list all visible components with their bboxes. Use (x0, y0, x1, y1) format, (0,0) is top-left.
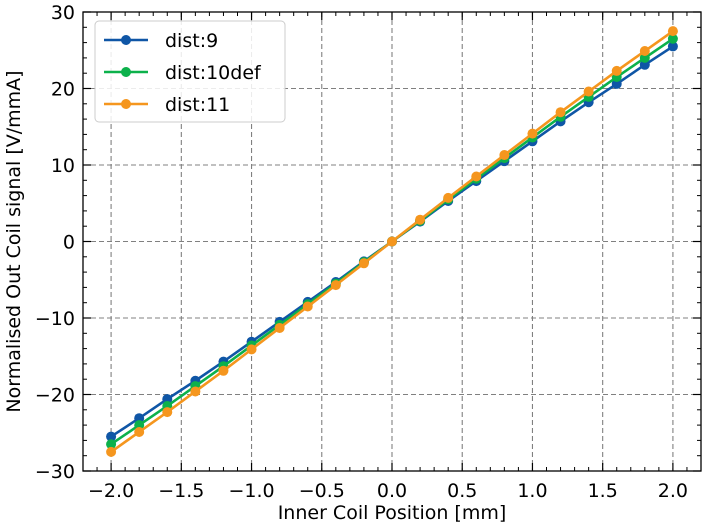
x-tick-label: 2.0 (658, 480, 688, 502)
x-tick-label: −1.0 (228, 480, 274, 502)
data-point (330, 280, 341, 291)
x-tick-label: 0.5 (447, 480, 477, 502)
legend: dist:9 dist:10def dist:11 (94, 20, 286, 123)
x-tick-label: −2.0 (88, 480, 134, 502)
legend-marker (121, 99, 131, 109)
data-point (639, 46, 650, 57)
data-point (134, 426, 145, 437)
data-point (611, 78, 622, 89)
data-point (667, 33, 678, 44)
data-point (106, 439, 117, 450)
x-tick-label: 1.5 (588, 480, 618, 502)
data-point (134, 420, 145, 431)
data-point (639, 59, 650, 70)
y-tick-label: 20 (51, 79, 75, 101)
data-point (302, 301, 313, 312)
legend-label: dist:9 (165, 30, 218, 52)
data-point (190, 386, 201, 397)
x-axis-label: Inner Coil Position [mm] (278, 502, 507, 524)
data-point (106, 431, 117, 442)
data-point (667, 41, 678, 52)
data-point (471, 171, 482, 182)
legend-label: dist:10def (165, 62, 262, 84)
y-tick-label: 10 (51, 155, 75, 177)
y-axis-label: Normalised Out Coil signal [V/mmA] (3, 70, 25, 412)
tick-labels: −2.0 −1.5 −1.0 −0.5 0.0 0.5 1.0 1.5 2.0 −30 −20 −10… (35, 2, 688, 502)
legend-box (94, 20, 286, 123)
y-tick-label: −10 (35, 308, 75, 330)
data-point (162, 407, 173, 418)
y-tick-label: 30 (51, 2, 75, 24)
data-point (246, 344, 257, 355)
x-tick-label: 0.0 (377, 480, 407, 502)
data-point (218, 365, 229, 376)
legend-label: dist:11 (165, 94, 230, 116)
data-point (415, 214, 426, 225)
data-point (387, 236, 397, 247)
y-tick-label: −30 (35, 461, 75, 483)
data-point (134, 413, 145, 424)
data-point (443, 192, 454, 203)
y-tick-label: −20 (35, 385, 75, 407)
x-tick-label: 1.0 (517, 480, 547, 502)
data-point (639, 52, 650, 63)
data-point (667, 26, 678, 37)
legend-marker (121, 67, 131, 77)
data-point (358, 258, 369, 269)
ticks (82, 11, 702, 472)
data-point (527, 128, 538, 139)
series-3 (106, 26, 678, 457)
data-point (555, 107, 566, 118)
data-point (499, 150, 510, 161)
legend-marker (121, 35, 131, 45)
data-point (162, 394, 173, 405)
series-group (106, 26, 678, 457)
data-point (274, 322, 285, 333)
data-point (583, 86, 594, 97)
data-point (611, 65, 622, 76)
data-point (106, 446, 117, 457)
x-tick-label: −0.5 (299, 480, 345, 502)
y-tick-label: 0 (63, 232, 75, 254)
x-tick-label: −1.5 (158, 480, 204, 502)
